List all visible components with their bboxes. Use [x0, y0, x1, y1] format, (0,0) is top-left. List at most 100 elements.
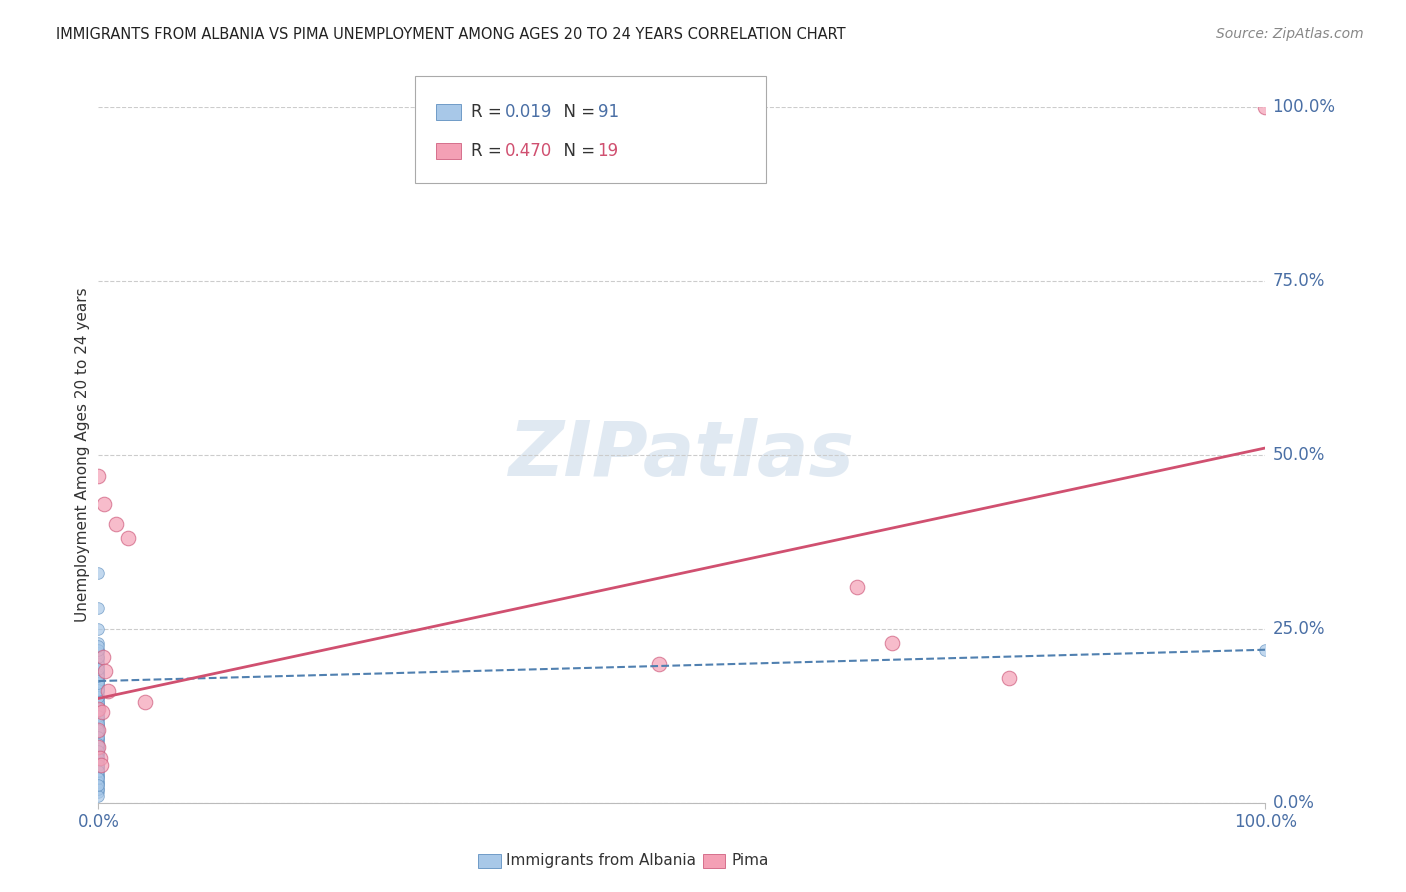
- Point: [87, 754, 110, 768]
- Point: [87, 664, 110, 678]
- Point: [87, 785, 110, 799]
- Point: [1254, 642, 1277, 657]
- Point: [87, 715, 110, 730]
- Point: [87, 649, 110, 664]
- Point: [87, 708, 110, 723]
- Point: [87, 681, 110, 695]
- Point: [117, 532, 139, 546]
- Point: [90, 757, 112, 772]
- Point: [87, 660, 110, 674]
- Point: [87, 772, 110, 786]
- Point: [87, 764, 110, 779]
- Point: [87, 750, 110, 764]
- Point: [87, 712, 110, 726]
- Point: [87, 768, 110, 782]
- Point: [94, 664, 117, 678]
- Point: [1254, 100, 1277, 114]
- Point: [87, 781, 110, 796]
- Point: [880, 636, 903, 650]
- Point: [134, 695, 156, 709]
- Point: [87, 566, 110, 581]
- Point: [87, 772, 110, 786]
- Point: [87, 695, 110, 709]
- Point: [87, 726, 110, 740]
- Text: Source: ZipAtlas.com: Source: ZipAtlas.com: [1216, 27, 1364, 41]
- Text: N =: N =: [553, 103, 600, 120]
- Point: [87, 698, 110, 713]
- Point: [87, 761, 110, 775]
- Point: [87, 768, 110, 782]
- Y-axis label: Unemployment Among Ages 20 to 24 years: Unemployment Among Ages 20 to 24 years: [75, 287, 90, 623]
- Point: [87, 706, 110, 720]
- Point: [87, 730, 110, 744]
- Point: [87, 691, 110, 706]
- Text: 25.0%: 25.0%: [1272, 620, 1324, 638]
- Point: [87, 642, 110, 657]
- Point: [87, 747, 110, 761]
- Point: [87, 781, 110, 796]
- Point: [87, 730, 110, 744]
- Point: [87, 671, 110, 685]
- Point: [87, 708, 110, 723]
- Point: [87, 719, 110, 733]
- Text: 91: 91: [598, 103, 619, 120]
- Point: [87, 636, 110, 650]
- Point: [87, 740, 110, 755]
- Point: [87, 664, 110, 678]
- Point: [87, 737, 110, 751]
- Text: R =: R =: [471, 103, 508, 120]
- Point: [87, 733, 110, 747]
- Text: 0.470: 0.470: [505, 142, 553, 160]
- Text: 50.0%: 50.0%: [1272, 446, 1324, 464]
- Text: 75.0%: 75.0%: [1272, 272, 1324, 290]
- Point: [87, 789, 110, 803]
- Point: [87, 669, 110, 683]
- Text: N =: N =: [553, 142, 600, 160]
- Text: Immigrants from Albania: Immigrants from Albania: [506, 854, 696, 868]
- Point: [87, 754, 110, 768]
- Point: [87, 681, 110, 695]
- Point: [87, 642, 110, 657]
- Point: [87, 667, 110, 681]
- Point: [87, 719, 110, 733]
- Point: [87, 778, 110, 792]
- Point: [87, 723, 110, 737]
- Text: R =: R =: [471, 142, 508, 160]
- Point: [87, 657, 110, 671]
- Point: [89, 750, 111, 764]
- Point: [87, 740, 110, 755]
- Text: 19: 19: [598, 142, 619, 160]
- Point: [87, 775, 110, 789]
- Point: [87, 723, 110, 737]
- Point: [87, 674, 110, 689]
- Text: IMMIGRANTS FROM ALBANIA VS PIMA UNEMPLOYMENT AMONG AGES 20 TO 24 YEARS CORRELATI: IMMIGRANTS FROM ALBANIA VS PIMA UNEMPLOY…: [56, 27, 846, 42]
- Point: [91, 649, 114, 664]
- Point: [87, 764, 110, 779]
- Text: 0.019: 0.019: [505, 103, 553, 120]
- Point: [87, 653, 110, 667]
- Point: [87, 695, 110, 709]
- Point: [87, 646, 110, 660]
- Point: [87, 622, 110, 636]
- Point: [93, 497, 115, 511]
- Point: [87, 639, 110, 653]
- Point: [97, 684, 120, 698]
- Point: [87, 677, 110, 691]
- Point: [87, 676, 110, 690]
- Point: [87, 657, 110, 671]
- Point: [87, 723, 110, 737]
- Point: [87, 702, 110, 716]
- Text: Pima: Pima: [731, 854, 769, 868]
- Point: [104, 517, 127, 532]
- Point: [87, 677, 110, 691]
- Text: ZIPatlas: ZIPatlas: [509, 418, 855, 491]
- Point: [87, 674, 110, 689]
- Point: [87, 744, 110, 758]
- Point: [87, 757, 110, 772]
- Text: 0.0%: 0.0%: [1272, 794, 1315, 812]
- Point: [87, 757, 110, 772]
- Point: [647, 657, 669, 671]
- Point: [87, 690, 110, 704]
- Point: [87, 671, 110, 685]
- Point: [87, 702, 110, 716]
